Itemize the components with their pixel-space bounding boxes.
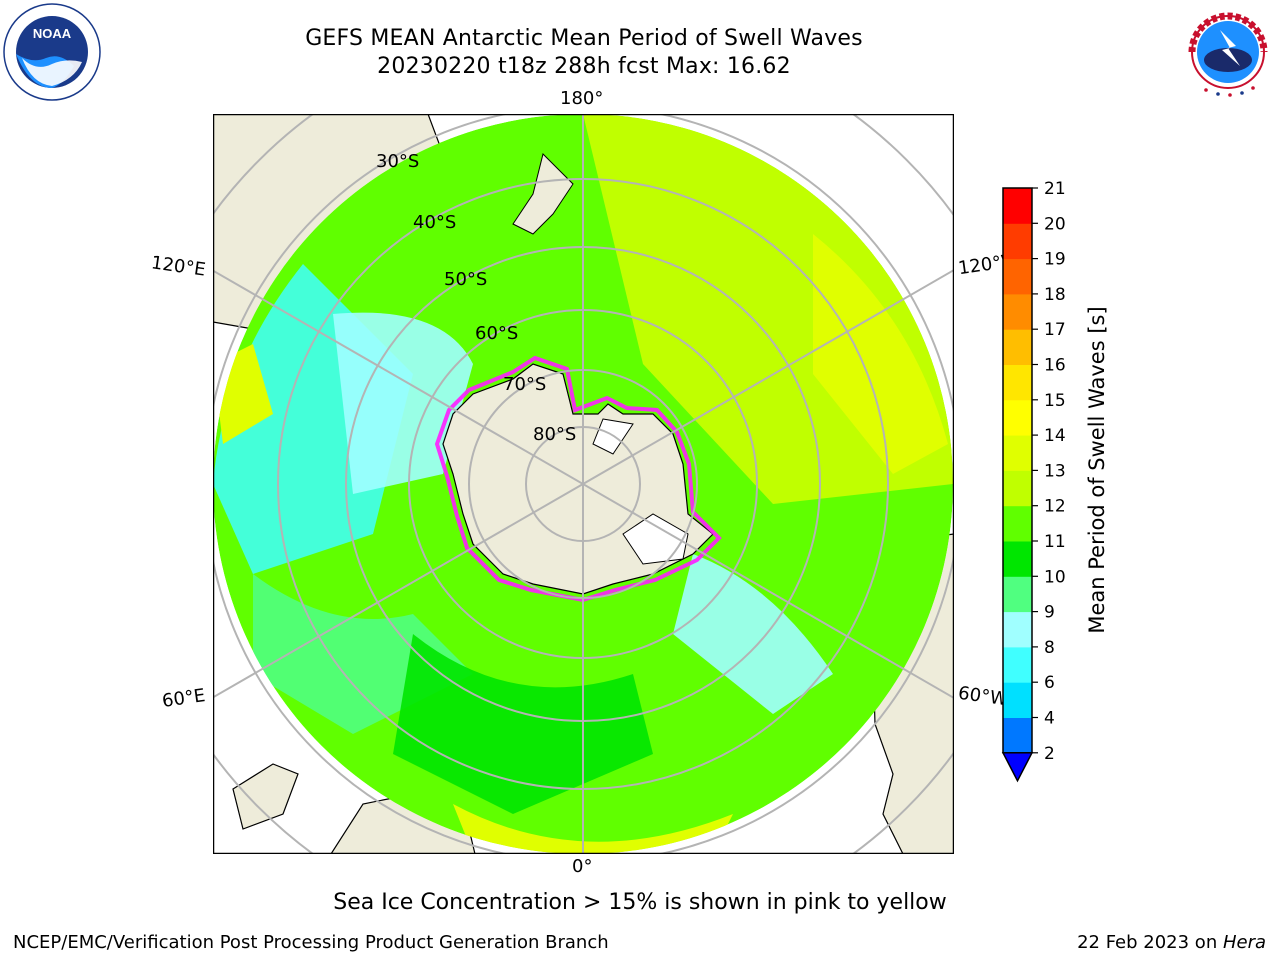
colorbar: 2 4 6 8 9 10 11 12 13 14 15 16 17 18 19 20 21: [1001, 180, 1066, 783]
colorbar-tick-label: 4: [1044, 709, 1055, 729]
lat-label-70s: 70°S: [503, 374, 547, 395]
weddell-ice-shelf: [622, 513, 689, 565]
sea-ice-edge: [434, 355, 722, 603]
colorbar-tick-label: 21: [1044, 180, 1066, 199]
lon-label-0: 0°: [572, 856, 593, 877]
colorbar-tick-label: 14: [1044, 426, 1066, 446]
colorbar-segment: [1003, 364, 1032, 401]
lat-label-50s: 50°S: [444, 269, 488, 290]
polar-map: [213, 114, 954, 854]
colorbar-tick-label: 19: [1044, 250, 1066, 270]
colorbar-tick-label: 10: [1044, 567, 1066, 587]
plot-title: GEFS MEAN Antarctic Mean Period of Swell…: [305, 26, 863, 51]
plot-subtitle: 20230220 t18z 288h fcst Max: 16.62: [377, 54, 791, 79]
sea-ice-note: Sea Ice Concentration > 15% is shown in …: [333, 890, 947, 915]
new-zealand-landmass: [512, 153, 574, 235]
colorbar-segment: [1003, 505, 1032, 542]
lat-label-40s: 40°S: [413, 212, 457, 233]
colorbar-under-arrow: [1001, 752, 1034, 783]
colorbar-segment: [1003, 223, 1032, 260]
footer-branch: NCEP/EMC/Verification Post Processing Pr…: [13, 932, 609, 953]
colorbar-tick-label: 9: [1044, 603, 1055, 623]
lat-label-60s: 60°S: [475, 323, 519, 344]
colorbar-tick-label: 18: [1044, 285, 1066, 305]
colorbar-segment: [1003, 682, 1032, 718]
noaa-logo-text: NOAA: [33, 26, 72, 41]
colorbar-tick-label: 11: [1044, 532, 1066, 552]
colorbar-tick-label: 2: [1044, 744, 1055, 764]
colorbar-segment: [1003, 293, 1032, 330]
colorbar-segment: [1003, 611, 1032, 648]
noaa-logo: NOAA: [3, 3, 101, 101]
national-weather-service-logo: [1180, 4, 1276, 100]
colorbar-segment: [1003, 188, 1032, 224]
lat-label-30s: 30°S: [376, 151, 420, 172]
colorbar-segment: [1003, 329, 1032, 365]
colorbar-segment: [1003, 435, 1032, 471]
lon-label-180: 180°: [560, 88, 604, 109]
lat-label-80s: 80°S: [533, 424, 577, 445]
colorbar-segment: [1003, 646, 1032, 683]
colorbar-tick-label: 16: [1044, 356, 1066, 376]
colorbar-tick-label: 8: [1044, 638, 1055, 658]
colorbar-label: Mean Period of Swell Waves [s]: [1085, 306, 1109, 634]
graticule: [213, 114, 954, 854]
footer-date: 22 Feb 2023 on Hera: [1077, 932, 1266, 953]
colorbar-tick-label: 6: [1044, 673, 1055, 693]
madagascar-landmass: [232, 763, 299, 830]
colorbar-tick-label: 15: [1044, 391, 1066, 411]
colorbar-tick-label: 17: [1044, 320, 1066, 340]
colorbar-tick-label: 13: [1044, 461, 1066, 481]
colorbar-segment: [1003, 576, 1032, 613]
colorbar-segment: [1003, 399, 1032, 436]
colorbar-segment: [1003, 258, 1032, 295]
colorbar-tick-label: 12: [1044, 497, 1066, 517]
footer-host: Hera: [1222, 932, 1266, 953]
colorbar-tick-label: 20: [1044, 214, 1066, 234]
lon-label-60e: 60°E: [160, 685, 207, 712]
colorbar-segment: [1003, 717, 1032, 754]
colorbar-segment: [1003, 470, 1032, 507]
colorbar-segment: [1003, 541, 1032, 577]
footer-date-text: 22 Feb 2023 on: [1077, 932, 1223, 953]
lon-label-120e: 120°E: [149, 252, 207, 281]
